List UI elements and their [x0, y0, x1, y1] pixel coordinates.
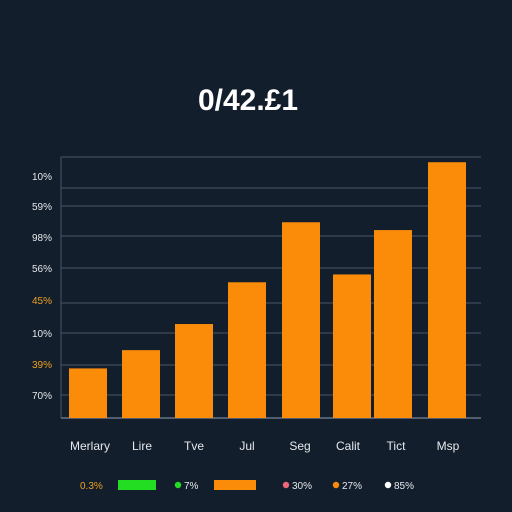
legend-swatch [214, 480, 256, 490]
bar-lire [122, 350, 160, 418]
y-tick-label: 45% [32, 296, 52, 307]
bar-calit [333, 274, 371, 418]
bar-merlary [69, 368, 107, 418]
legend-label: 0.3% [80, 481, 103, 492]
x-tick-label: Seg [289, 439, 310, 453]
legend-dot [282, 481, 290, 489]
legend-label: 7% [184, 481, 199, 492]
y-tick-label: 56% [32, 264, 52, 275]
x-tick-label: Calit [336, 439, 361, 453]
bar-tve [175, 324, 213, 418]
legend: 0.3% 7% 30% 27% 85% [80, 480, 414, 492]
bars [69, 162, 466, 418]
y-tick-label: 10% [32, 329, 52, 340]
legend-label: 85% [394, 481, 414, 492]
y-tick-label: 39% [32, 360, 52, 371]
bar-msp [428, 162, 466, 418]
legend-swatch [118, 480, 156, 490]
y-tick-label: 70% [32, 391, 52, 402]
bar-seg [282, 222, 320, 418]
legend-dot [384, 481, 392, 489]
bar-tict [374, 230, 412, 418]
y-axis-ticks: 70% 39% 10% 45% 56% 98% 59% 10% [32, 172, 52, 402]
chart-title: 0/42.£1 [198, 84, 298, 117]
legend-label: 30% [292, 481, 312, 492]
bar-jul [228, 282, 266, 418]
y-tick-label: 10% [32, 172, 52, 183]
x-axis-ticks: Merlary Lire Tve Jul Seg Calit Tict Msp [70, 439, 460, 453]
legend-dot [174, 481, 182, 489]
x-tick-label: Msp [437, 439, 460, 453]
x-tick-label: Tve [184, 439, 204, 453]
y-tick-label: 59% [32, 202, 52, 213]
x-tick-label: Tict [387, 439, 407, 453]
legend-dot [332, 481, 340, 489]
x-tick-label: Lire [132, 439, 152, 453]
legend-label: 27% [342, 481, 362, 492]
x-tick-label: Jul [239, 439, 254, 453]
x-tick-label: Merlary [70, 439, 110, 453]
y-tick-label: 98% [32, 233, 52, 244]
